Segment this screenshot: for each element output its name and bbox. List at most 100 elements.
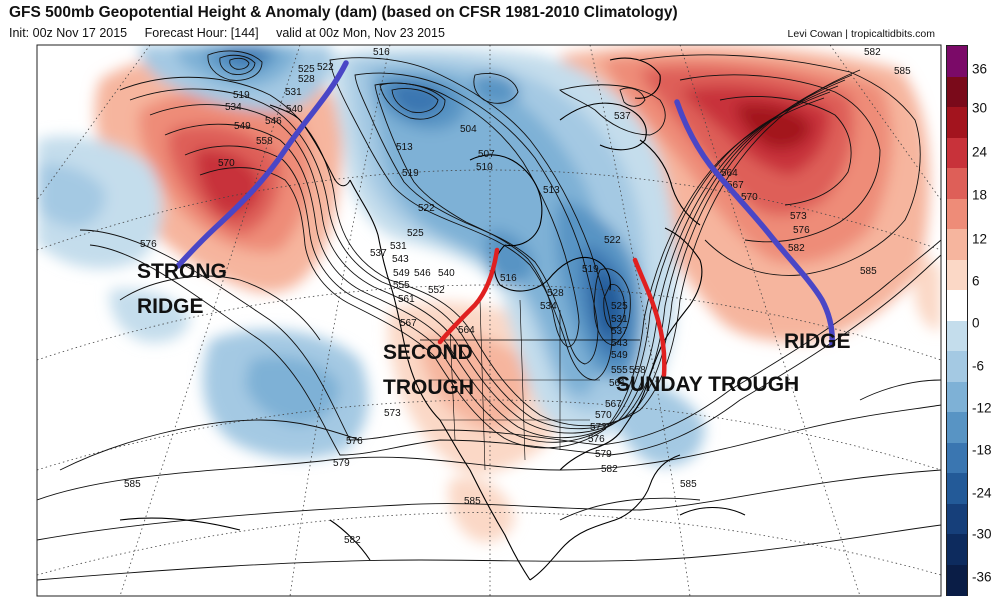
contour-label-layer: 516 522 525 528 531 519 534 540 549 546 … [124, 47, 911, 546]
colorbar-tick-label: -12 [972, 400, 992, 416]
contour-label: 582 [864, 47, 881, 58]
colorbar-tick-label: 0 [972, 315, 980, 331]
contour-label: 525 [298, 64, 315, 75]
colorbar-tick-label: -36 [972, 569, 992, 585]
contour-label: 519 [233, 90, 250, 101]
contour-label: 576 [793, 225, 810, 236]
contour-label: 534 [225, 102, 242, 113]
contour-label: 555 [393, 280, 410, 291]
colorbar-tick-label: -6 [972, 358, 985, 374]
contour-label: 537 [370, 248, 387, 259]
contour-label: 528 [298, 74, 315, 85]
contour-label: 585 [680, 479, 697, 490]
annotation-text-layer: STRONG RIDGE SECOND TROUGH SUNDAY TROUGH… [137, 260, 851, 399]
colorbar-swatch [947, 107, 967, 138]
contour-label: 561 [398, 294, 415, 305]
colorbar-swatch [947, 351, 967, 382]
coastlines [119, 57, 746, 581]
colorbar-swatch [947, 381, 967, 413]
contour-label: 522 [604, 235, 621, 246]
init-time: Init: 00z Nov 17 2015 [9, 26, 128, 40]
height-contours [37, 50, 941, 581]
contour-label: 525 [611, 301, 628, 312]
chart-header: GFS 500mb Geopotential Height & Anomaly … [0, 0, 1002, 44]
colorbar-swatch [947, 503, 967, 535]
colorbar-swatch [947, 229, 967, 260]
valid-time: valid at 00z Mon, Nov 23 2015 [276, 26, 445, 40]
contour-label: 537 [614, 111, 631, 122]
lat-lon-grid [37, 45, 941, 596]
contour-label: 570 [595, 410, 612, 421]
contour-label: 546 [265, 116, 282, 127]
contour-label: 519 [582, 264, 599, 275]
contour-label: 576 [346, 436, 363, 447]
contour-label: 555 [611, 365, 628, 376]
contour-label: 582 [344, 535, 361, 546]
contour-label: 573 [790, 211, 807, 222]
ridge-label: RIDGE [784, 330, 851, 353]
contour-label: 519 [402, 168, 419, 179]
contour-label: 540 [286, 104, 303, 115]
contour-label: 504 [460, 124, 477, 135]
atlantic-ridge-axis-line [674, 99, 835, 348]
colorbar-tick-label: 30 [972, 100, 988, 116]
contour-label: 540 [438, 268, 455, 279]
contour-label: 513 [396, 142, 413, 153]
colorbar-tick-label: -30 [972, 526, 992, 542]
contour-label: 585 [464, 496, 481, 507]
annotation-strokes [175, 60, 835, 378]
contour-label: 570 [741, 192, 758, 203]
colorbar-tick-label: 12 [972, 231, 988, 247]
contour-label: 585 [124, 479, 141, 490]
colorbar-swatch [947, 534, 967, 565]
contour-label: 516 [500, 273, 517, 284]
contour-label: 570 [218, 158, 235, 169]
contour-label: 582 [788, 243, 805, 254]
contour-label: 525 [407, 228, 424, 239]
colorbar-swatch [947, 168, 967, 199]
second-trough-label-line2: TROUGH [383, 376, 474, 399]
colorbar-tick-labels: 36 30 24 18 12 6 0 -6 -12 -18 -24 -30 -36 [972, 45, 1002, 596]
contour-label: 522 [418, 203, 435, 214]
contour-label: 531 [390, 241, 407, 252]
sunday-trough-axis-line [632, 257, 667, 378]
second-trough-label-line1: SECOND [383, 341, 473, 364]
contour-label: 561 [609, 378, 626, 389]
contour-label: 510 [476, 162, 493, 173]
contour-label: 576 [588, 434, 605, 445]
colorbar-swatch [947, 76, 967, 108]
strong-ridge-axis-line [175, 60, 349, 269]
colorbar-tick-label: -18 [972, 442, 992, 458]
strong-ridge-label-line1: STRONG [137, 260, 227, 283]
contour-label: 567 [727, 180, 744, 191]
contour-label: 522 [317, 62, 334, 73]
second-trough-axis-line [437, 247, 500, 345]
credit-text: Levi Cowan | tropicaltidbits.com [787, 28, 935, 40]
colorbar-swatch [947, 564, 967, 596]
colorbar-swatch [947, 198, 967, 230]
colorbar-swatch [947, 259, 967, 291]
colorbar-tick-label: -24 [972, 485, 992, 501]
contour-label: 585 [894, 66, 911, 77]
contour-label: 528 [547, 288, 564, 299]
map-frame [36, 44, 942, 597]
sunday-trough-label: SUNDAY TROUGH [616, 373, 799, 396]
contour-label: 585 [860, 266, 877, 277]
contour-label: 579 [333, 458, 350, 469]
contour-label: 558 [256, 136, 273, 147]
contour-label: 579 [595, 449, 612, 460]
strong-ridge-label-line2: RIDGE [137, 295, 204, 318]
colorbar-swatch [947, 320, 967, 352]
contour-label: 534 [540, 301, 557, 312]
contour-label: 567 [605, 399, 622, 410]
contour-label: 546 [414, 268, 431, 279]
contour-label: 543 [392, 254, 409, 265]
contour-label: 564 [721, 168, 738, 179]
contour-label: 531 [285, 87, 302, 98]
contour-label: 537 [611, 326, 628, 337]
contour-label: 549 [234, 121, 251, 132]
contour-label: 564 [458, 325, 475, 336]
contour-label: 567 [400, 318, 417, 329]
contour-label: 549 [393, 268, 410, 279]
